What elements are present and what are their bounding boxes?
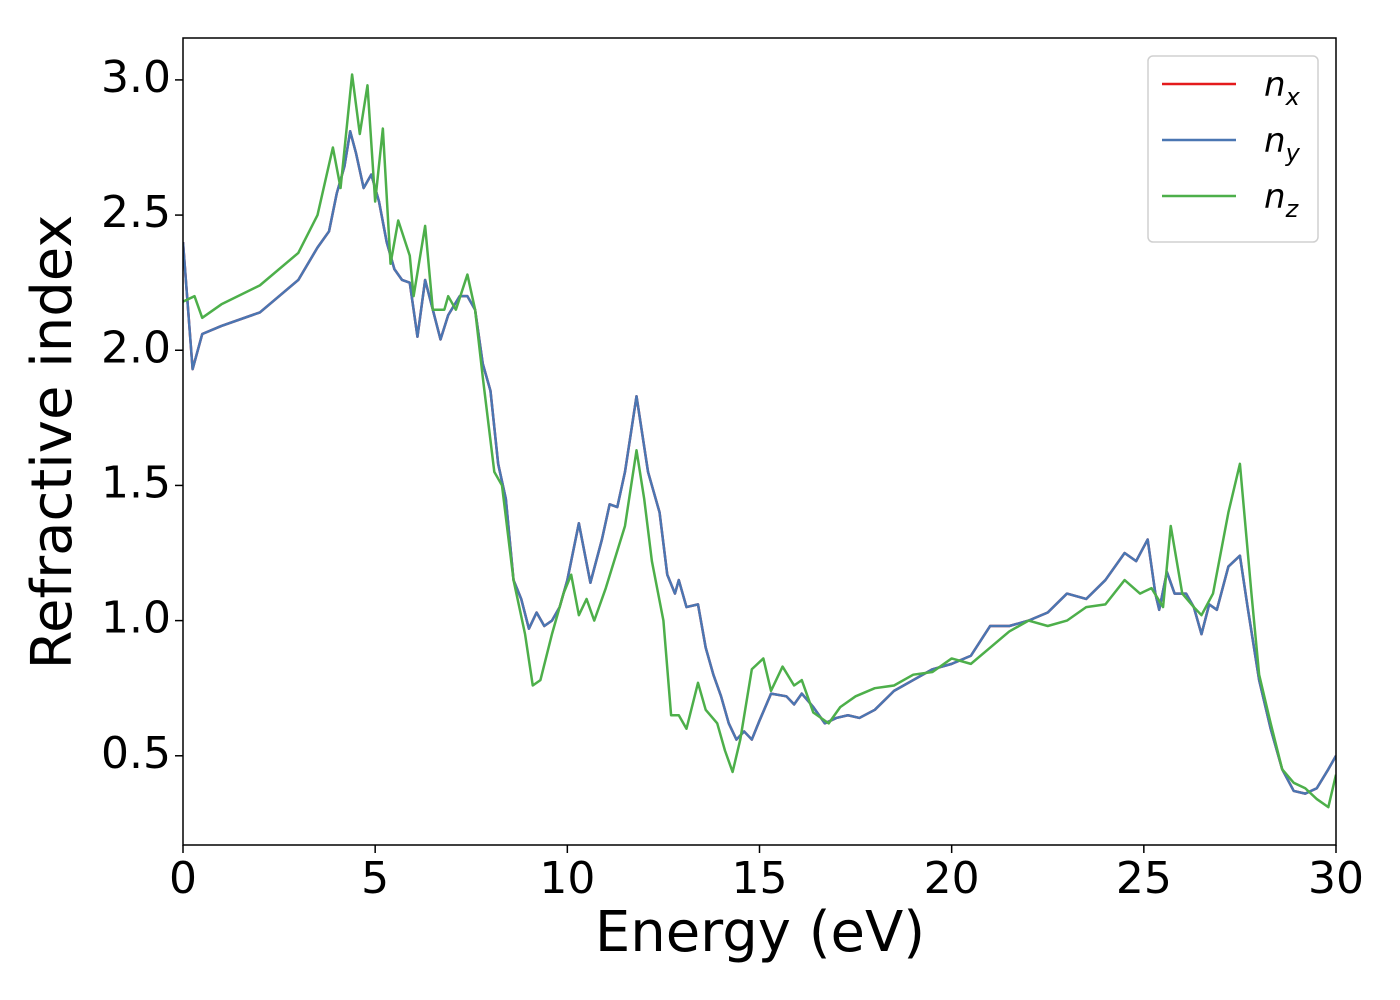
y-tick-label: 0.5 [101,728,171,779]
series-line [183,130,1336,795]
legend-label-main: n [1264,177,1286,217]
legend-label-sub: y [1285,139,1301,167]
series-line [183,73,1336,809]
plot-frame [182,37,1337,846]
x-tick-label: 0 [169,853,197,904]
legend-label-sub: z [1285,195,1300,223]
y-tick-label: 2.5 [101,187,171,238]
x-tick-label: 5 [361,853,389,904]
legend-label: nx [1264,65,1301,111]
x-tick-label: 15 [732,853,788,904]
x-tick-label: 20 [924,853,980,904]
x-tick-label: 10 [539,853,595,904]
x-axis-label: Energy (eV) [595,900,925,965]
x-tick-label: 25 [1116,853,1172,904]
legend-label: ny [1264,121,1301,167]
legend-label-main: n [1264,65,1286,105]
y-tick-label: 3.0 [101,52,171,103]
y-tick-label: 2.0 [101,322,171,373]
legend-label-main: n [1264,121,1286,161]
x-tick-label: 30 [1308,853,1364,904]
y-tick-label: 1.5 [101,457,171,508]
legend-label-sub: x [1285,83,1301,111]
legend-label: nz [1264,177,1300,223]
y-tick-label: 1.0 [101,593,171,644]
y-axis-label: Refractive index [20,215,85,670]
